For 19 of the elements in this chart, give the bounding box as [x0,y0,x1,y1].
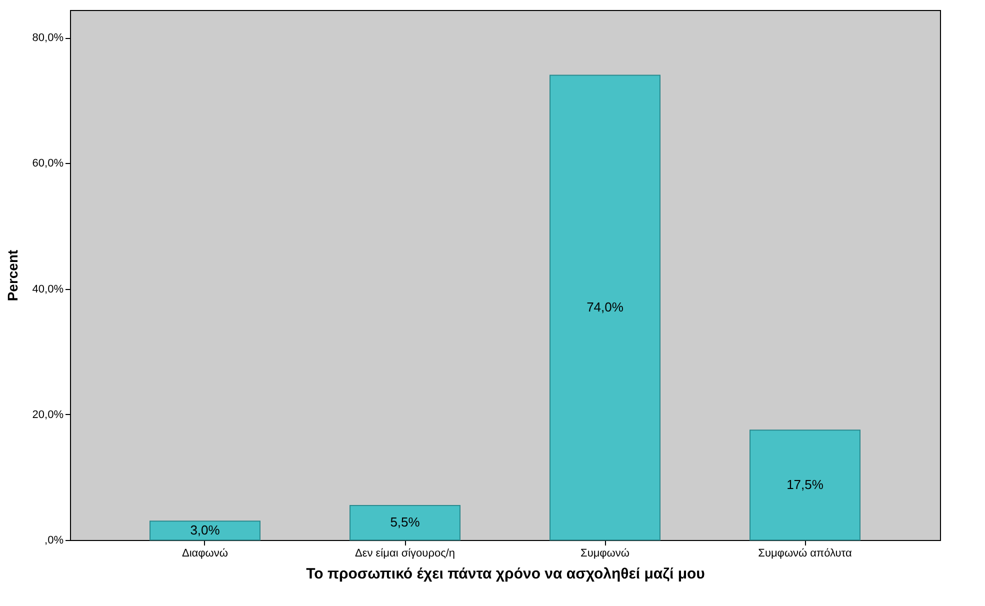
y-tick-label: ,0% [44,534,64,546]
bar [150,520,260,540]
x-axis-title: Το προσωπικό έχει πάντα χρόνο να ασχοληθεί μαζί μου [306,566,706,582]
x-tick-label: Δεν είμαι σίγουρος/η [354,548,456,560]
data-label: 17,5% [786,477,824,492]
data-label: 3,0% [190,522,220,538]
x-tick-label: Συμφωνώ [580,548,630,560]
bar [350,504,460,540]
x-tick-label: Συμφωνώ απόλυτα [758,548,852,560]
x-tick-label: Διαφωνώ [182,548,228,560]
y-tick-label: 20,0% [32,408,64,421]
data-label: 74,0% [586,300,624,315]
y-tick-label: 60,0% [32,158,64,170]
bar [550,74,660,540]
y-tick-label: 40,0% [32,283,64,296]
y-tick-label: 80,0% [32,32,64,44]
y-axis-title: Percent [4,249,20,302]
bar [750,430,860,540]
data-label: 5,5% [390,514,420,530]
